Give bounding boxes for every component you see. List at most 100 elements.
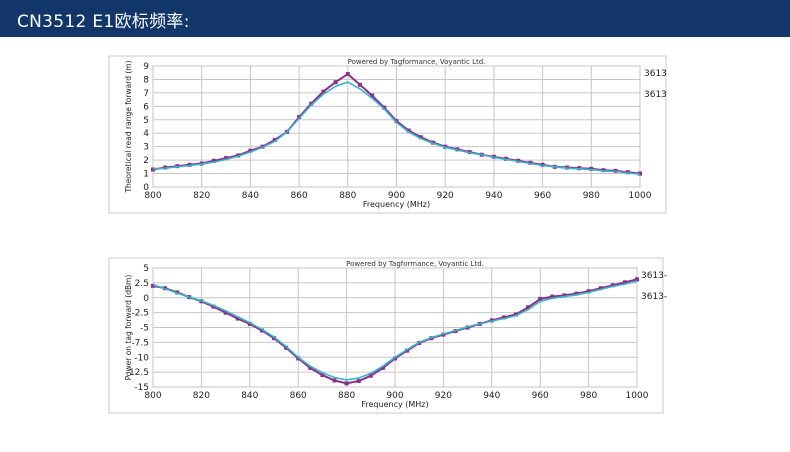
- power-on-tag-chart: 800 820 840 860 880 900 920 940 960 980 1000 5 2.5 0 -…: [0, 255, 790, 420]
- data-point: [514, 312, 518, 317]
- data-point: [235, 316, 240, 321]
- data-point: [356, 379, 361, 384]
- y-tick-label: -7.5: [131, 338, 149, 348]
- data-point: [284, 345, 289, 350]
- y-tick-label: 0: [143, 183, 149, 193]
- y-tick-label: -10: [134, 353, 149, 363]
- x-tick-label: 920: [437, 191, 454, 201]
- x-tick-label: 940: [483, 391, 500, 401]
- x-axis-label: Frequency (MHz): [363, 200, 430, 209]
- y-tick-label: 5: [143, 264, 149, 274]
- y-tick-label: 6: [143, 102, 149, 112]
- data-point: [296, 356, 301, 361]
- x-tick-label: 840: [242, 191, 259, 201]
- data-point: [622, 280, 627, 285]
- data-point: [321, 89, 326, 94]
- series-line-2: [152, 280, 638, 381]
- data-point: [272, 336, 276, 341]
- data-point: [151, 167, 155, 172]
- data-point: [224, 156, 229, 161]
- y-tick-label: 2.5: [135, 279, 149, 289]
- y-tick-label: 0: [143, 294, 149, 304]
- data-point: [550, 294, 555, 299]
- data-point: [332, 378, 337, 383]
- chart-title: Powered by Tagformance, Voyantic Ltd.: [346, 260, 484, 268]
- data-point: [357, 82, 362, 87]
- y-tick-label: -15: [134, 383, 149, 393]
- x-tick-label: 980: [583, 191, 600, 201]
- data-point: [368, 373, 373, 378]
- data-point: [380, 365, 385, 370]
- data-point: [211, 158, 216, 163]
- x-tick-label: 1000: [626, 391, 649, 401]
- y-tick-label: 9: [143, 62, 149, 72]
- data-point: [259, 328, 264, 333]
- data-point: [574, 291, 579, 296]
- data-point: [538, 296, 543, 301]
- series-line-2: [152, 81, 641, 175]
- data-point: [405, 348, 410, 353]
- x-tick-label: 900: [388, 191, 405, 201]
- x-tick-label: 980: [580, 391, 597, 401]
- header-bar: CN3512 E1欧标频率:: [0, 0, 790, 37]
- data-point: [151, 283, 155, 288]
- y-axis-label: Power on tag forward (dBm): [124, 275, 133, 381]
- y-tick-label: 2: [143, 156, 149, 166]
- read-range-chart-svg: 800 820 840 860 880 900 920 940 960 980 1000 0 1 2 3 4 5…: [108, 55, 667, 214]
- data-point: [308, 365, 313, 370]
- data-point: [320, 373, 325, 378]
- data-point: [309, 101, 314, 106]
- data-point: [344, 381, 349, 386]
- data-point: [211, 304, 216, 309]
- data-point: [406, 128, 411, 133]
- data-point: [501, 315, 506, 320]
- chart-title: Powered by Tagformance, Voyantic Ltd.: [348, 58, 486, 66]
- x-tick-label: 960: [534, 191, 551, 201]
- x-tick-label: 940: [485, 191, 502, 201]
- legend-entry-1: 3613: [644, 69, 667, 79]
- data-point: [297, 115, 302, 120]
- y-tick-label: 5: [143, 116, 149, 126]
- y-tick-label: 1: [143, 170, 149, 180]
- y-tick-label: -12.5: [126, 368, 149, 378]
- x-tick-label: 840: [241, 391, 258, 401]
- data-point: [598, 286, 603, 291]
- data-point: [635, 277, 639, 282]
- data-point: [394, 119, 399, 124]
- page-title: CN3512 E1欧标频率:: [17, 12, 190, 32]
- y-tick-label: 4: [143, 129, 149, 139]
- y-axis-label: Theoretical read range forward (m): [124, 60, 133, 193]
- y-tick-label: -2.5: [131, 309, 149, 319]
- legend-entry-2: 3613: [644, 90, 667, 100]
- data-point: [223, 310, 228, 315]
- x-tick-label: 860: [291, 191, 308, 201]
- data-point: [526, 305, 531, 310]
- x-axis-label: Frequency (MHz): [361, 400, 428, 409]
- data-point: [382, 105, 387, 110]
- x-tick-label: 800: [144, 191, 161, 201]
- data-point: [393, 356, 397, 361]
- x-tick-label: 880: [338, 391, 355, 401]
- legend-entry-1: 3613-: [641, 271, 667, 281]
- x-tick-label: 960: [532, 391, 549, 401]
- x-tick-label: 900: [386, 391, 403, 401]
- legend-entry-2: 3613-: [641, 292, 667, 302]
- data-point: [345, 72, 350, 77]
- data-point: [370, 93, 375, 98]
- data-point: [247, 321, 252, 326]
- x-tick-label: 860: [290, 391, 307, 401]
- power-on-tag-chart-svg: 800 820 840 860 880 900 920 940 960 980 1000 5 2.5 0 -…: [108, 257, 667, 414]
- read-range-chart: 800 820 840 860 880 900 920 940 960 980 1000 0 1 2 3 4 5…: [0, 50, 790, 230]
- x-tick-label: 800: [144, 391, 161, 401]
- x-tick-label: 820: [193, 191, 210, 201]
- x-tick-label: 880: [339, 191, 356, 201]
- data-point: [333, 80, 338, 85]
- y-tick-label: 7: [143, 89, 149, 99]
- x-tick-label: 920: [435, 391, 452, 401]
- data-point: [272, 137, 277, 142]
- data-point: [562, 293, 567, 298]
- x-tick-label: 1000: [629, 191, 652, 201]
- y-tick-label: 8: [143, 75, 149, 85]
- data-point: [418, 135, 423, 140]
- data-point: [610, 283, 615, 288]
